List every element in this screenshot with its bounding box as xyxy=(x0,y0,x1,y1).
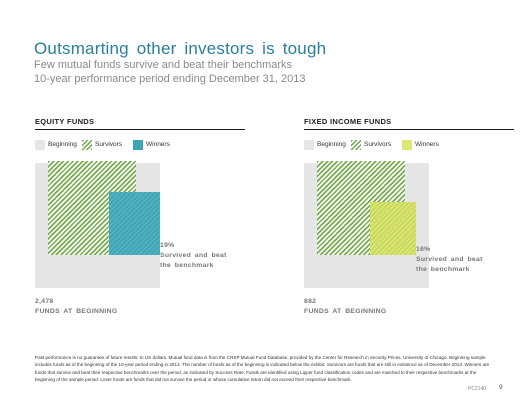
equity-fund-count: 2,478 xyxy=(35,298,54,305)
legend-label-survivors: Survivors xyxy=(95,141,123,148)
equity-winners-label: 19% Survived and beat the benchmark xyxy=(160,241,232,271)
fixed-income-fund-count-label: 882 FUNDS AT BEGINNING xyxy=(304,297,386,317)
fixed-income-fund-count-text: FUNDS AT BEGINNING xyxy=(304,308,387,315)
subtitle-line-2: 10-year performance period ending Decemb… xyxy=(34,73,306,85)
equity-panel-title: EQUITY FUNDS xyxy=(35,117,95,126)
document-code: PC2140 xyxy=(468,386,487,392)
equity-legend: Beginning Survivors Winners xyxy=(35,140,245,150)
fixed-income-fund-count: 882 xyxy=(304,298,317,305)
legend-label-winners: Winners xyxy=(146,141,170,148)
legend-label-beginning: Beginning xyxy=(317,141,346,148)
beginning-swatch xyxy=(35,140,45,150)
fixed-income-funds-panel: FIXED INCOME FUNDS Beginning Survivors W… xyxy=(304,117,514,322)
page-title: Outsmarting other investors is tough xyxy=(34,39,327,58)
equity-funds-panel: EQUITY FUNDS Beginning Survivors Winners… xyxy=(35,117,245,322)
equity-winners-square xyxy=(109,192,160,255)
equity-winners-pct: 19% xyxy=(160,242,175,249)
survivors-swatch xyxy=(351,140,361,150)
equity-fund-count-text: FUNDS AT BEGINNING xyxy=(35,308,118,315)
fixed-income-winners-label: 16% Survived and beat the benchmark xyxy=(416,245,490,275)
winners-swatch xyxy=(133,140,143,150)
fixed-income-winners-pct: 16% xyxy=(416,246,431,253)
fixed-income-winners-square xyxy=(370,202,416,255)
subtitle-line-1: Few mutual funds survive and beat their … xyxy=(34,59,293,71)
equity-fund-count-label: 2,478 FUNDS AT BEGINNING xyxy=(35,297,117,317)
beginning-swatch xyxy=(304,140,314,150)
disclosure-footnote: Past performance is no guarantee of futu… xyxy=(35,355,490,383)
page-number: 9 xyxy=(499,384,503,391)
survivors-swatch xyxy=(82,140,92,150)
legend-label-survivors: Survivors xyxy=(364,141,392,148)
fixed-income-legend: Beginning Survivors Winners xyxy=(304,140,514,150)
equity-beginning-square xyxy=(35,161,160,288)
fixed-income-winners-text: Survived and beat the benchmark xyxy=(416,256,483,273)
legend-label-winners: Winners xyxy=(415,141,439,148)
equity-winners-text: Survived and beat the benchmark xyxy=(160,252,227,269)
page-subtitle: Few mutual funds survive and beat their … xyxy=(34,58,306,86)
winners-swatch xyxy=(402,140,412,150)
fixed-income-panel-divider xyxy=(304,129,514,130)
fixed-income-panel-title: FIXED INCOME FUNDS xyxy=(304,117,392,126)
fixed-income-beginning-square xyxy=(304,161,429,288)
equity-panel-divider xyxy=(35,129,245,130)
legend-label-beginning: Beginning xyxy=(48,141,77,148)
